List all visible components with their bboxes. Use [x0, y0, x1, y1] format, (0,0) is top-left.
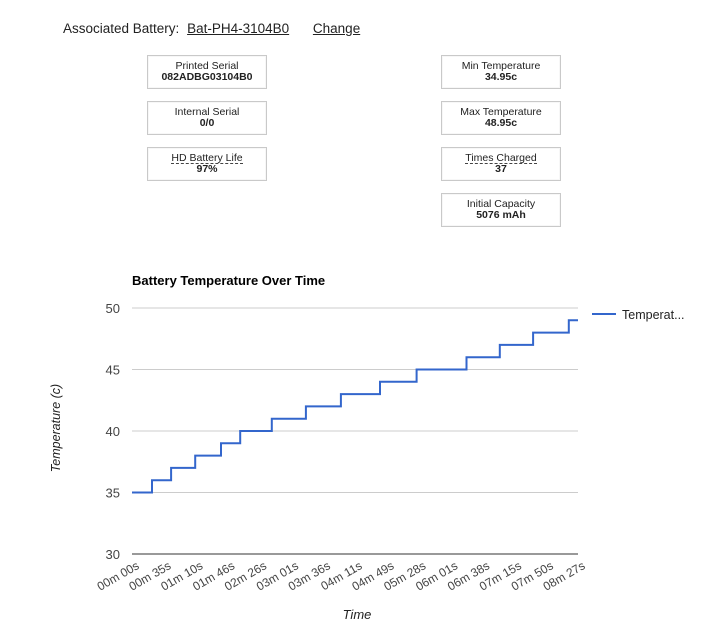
associated-battery-bar: Associated Battery: Bat-PH4-3104B0 Chang…: [63, 21, 360, 36]
stat-value: 0/0: [199, 117, 215, 129]
stat-label-tooltip[interactable]: HD Battery Life: [171, 152, 243, 164]
stat-label: Min Temperature: [461, 60, 541, 72]
y-tick-label: 50: [106, 301, 120, 316]
stat-value: 37: [495, 163, 507, 175]
y-tick-label: 30: [106, 547, 120, 562]
y-tick-label: 35: [106, 486, 120, 501]
series-line-0: [132, 319, 578, 494]
stat-value: 97%: [196, 163, 218, 175]
stat-label: Initial Capacity: [466, 198, 536, 210]
stat-initial-capacity: Initial Capacity 5076 mAh: [441, 193, 561, 227]
stat-internal-serial: Internal Serial 0/0: [147, 101, 267, 135]
y-tick-label: 45: [106, 363, 120, 378]
stat-value: 5076 mAh: [476, 209, 526, 221]
stat-times-charged: Times Charged 37: [441, 147, 561, 181]
change-battery-link[interactable]: Change: [312, 21, 361, 36]
battery-id-link[interactable]: Bat-PH4-3104B0: [187, 21, 290, 36]
stat-label-tooltip[interactable]: Times Charged: [465, 152, 537, 164]
stat-min-temperature: Min Temperature 34.95c: [441, 55, 561, 89]
stat-label: Max Temperature: [460, 106, 542, 118]
chart-title: Battery Temperature Over Time: [132, 273, 325, 288]
stat-value: 34.95c: [484, 71, 518, 83]
associated-battery-label: Associated Battery:: [63, 21, 180, 36]
y-tick-label: 40: [106, 424, 120, 439]
stat-max-temperature: Max Temperature 48.95c: [441, 101, 561, 135]
x-axis-label: Time: [343, 607, 372, 622]
stat-printed-serial: Printed Serial 082ADBG03104B0: [147, 55, 267, 89]
stat-hd-battery-life: HD Battery Life 97%: [147, 147, 267, 181]
stat-label: Printed Serial: [175, 60, 239, 72]
stat-label: Internal Serial: [174, 106, 240, 118]
stat-value: 48.95c: [484, 117, 518, 129]
stat-value: 082ADBG03104B0: [161, 71, 253, 83]
legend-label: Temperat...: [622, 308, 685, 322]
y-axis-label: Temperature (c): [49, 384, 63, 472]
